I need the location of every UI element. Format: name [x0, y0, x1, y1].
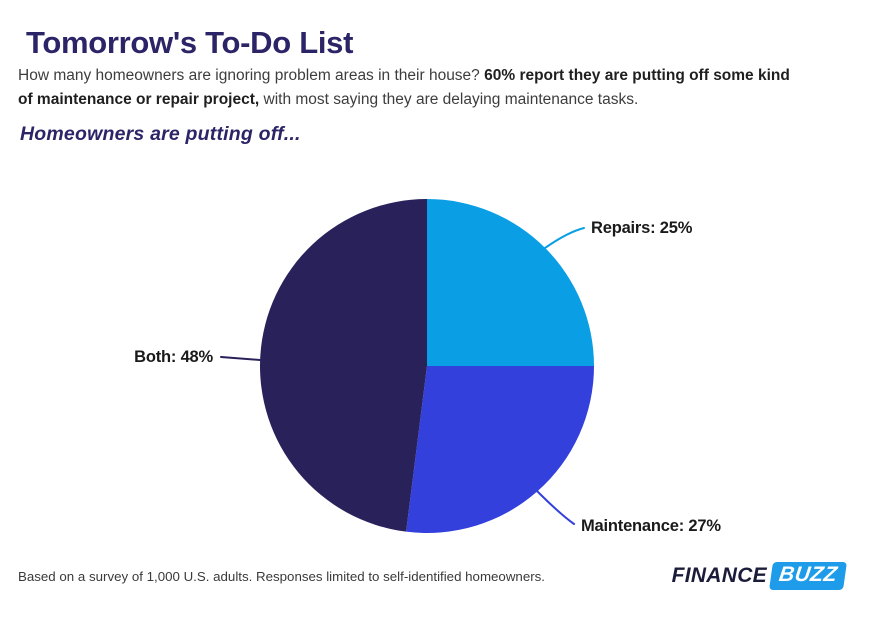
callout-line-both — [220, 356, 261, 361]
pie-label-repairs: Repairs: 25% — [591, 219, 693, 237]
pie-slice-both — [259, 199, 427, 532]
survey-footnote: Based on a survey of 1,000 U.S. adults. … — [18, 569, 545, 584]
section-heading: Homeowners are putting off... — [20, 123, 301, 145]
page-title: Tomorrow's To-Do List — [26, 24, 354, 60]
logo-finance-text: FINANCE — [671, 564, 767, 587]
pie-label-maintenance: Maintenance: 27% — [581, 517, 721, 535]
pie-slice-repairs — [427, 199, 594, 366]
subtitle-part1: How many homeowners are ignoring problem… — [18, 66, 485, 84]
subtitle-bold-stat: 60% report they are putting off some kin… — [18, 66, 790, 108]
subtitle-part2: with most saying they are delaying maint… — [259, 90, 639, 108]
callout-line-maintenance — [536, 490, 575, 525]
callout-line-repairs — [544, 227, 585, 249]
financebuzz-logo: FINANCE BUZZ — [671, 562, 847, 590]
logo-buzz-badge: BUZZ — [769, 562, 847, 590]
subtitle: How many homeowners are ignoring problem… — [18, 64, 790, 112]
pie-label-both: Both: 48% — [134, 348, 213, 366]
pie-slice-maintenance — [406, 366, 594, 533]
